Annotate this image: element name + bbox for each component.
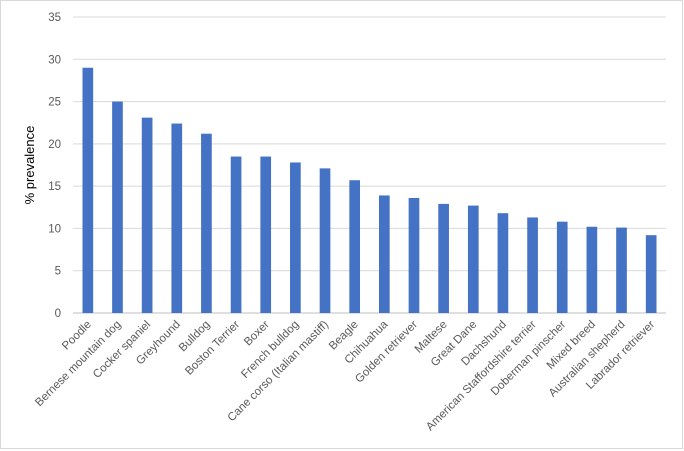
- y-tick-label: 35: [48, 12, 61, 24]
- bar: [438, 203, 449, 313]
- bar: [82, 67, 94, 313]
- bar: [260, 156, 272, 313]
- bar: [171, 123, 183, 313]
- y-tick-label: 20: [48, 139, 61, 151]
- y-tick-label: 15: [48, 181, 61, 193]
- bar: [527, 217, 538, 313]
- bar: [112, 101, 123, 313]
- bar: [616, 227, 627, 313]
- bar: [230, 156, 242, 313]
- bar: [349, 180, 361, 313]
- y-tick-label: 10: [48, 223, 61, 235]
- y-axis-ticks: 0 5 10 15 20 25 30 35: [48, 12, 61, 320]
- bar: [290, 162, 301, 313]
- bar: [141, 117, 153, 313]
- y-axis-title: % prevalence: [22, 126, 37, 205]
- y-tick-label: 25: [48, 97, 61, 109]
- bar: [201, 133, 212, 313]
- bar: [556, 221, 568, 313]
- bars: [82, 67, 657, 313]
- x-category-label: Boston Terrier: [183, 319, 242, 378]
- bar: [319, 168, 331, 313]
- bar: [378, 195, 390, 313]
- bar: [408, 197, 420, 313]
- bar: [467, 205, 479, 313]
- y-tick-label: 0: [55, 308, 61, 320]
- gridlines: [73, 16, 666, 314]
- x-category-label: American Staffordshire terrier: [424, 319, 539, 434]
- y-tick-label: 30: [48, 54, 61, 66]
- bar: [586, 226, 598, 313]
- bar: [497, 213, 509, 313]
- y-tick-label: 5: [55, 266, 61, 278]
- bar: [645, 235, 657, 313]
